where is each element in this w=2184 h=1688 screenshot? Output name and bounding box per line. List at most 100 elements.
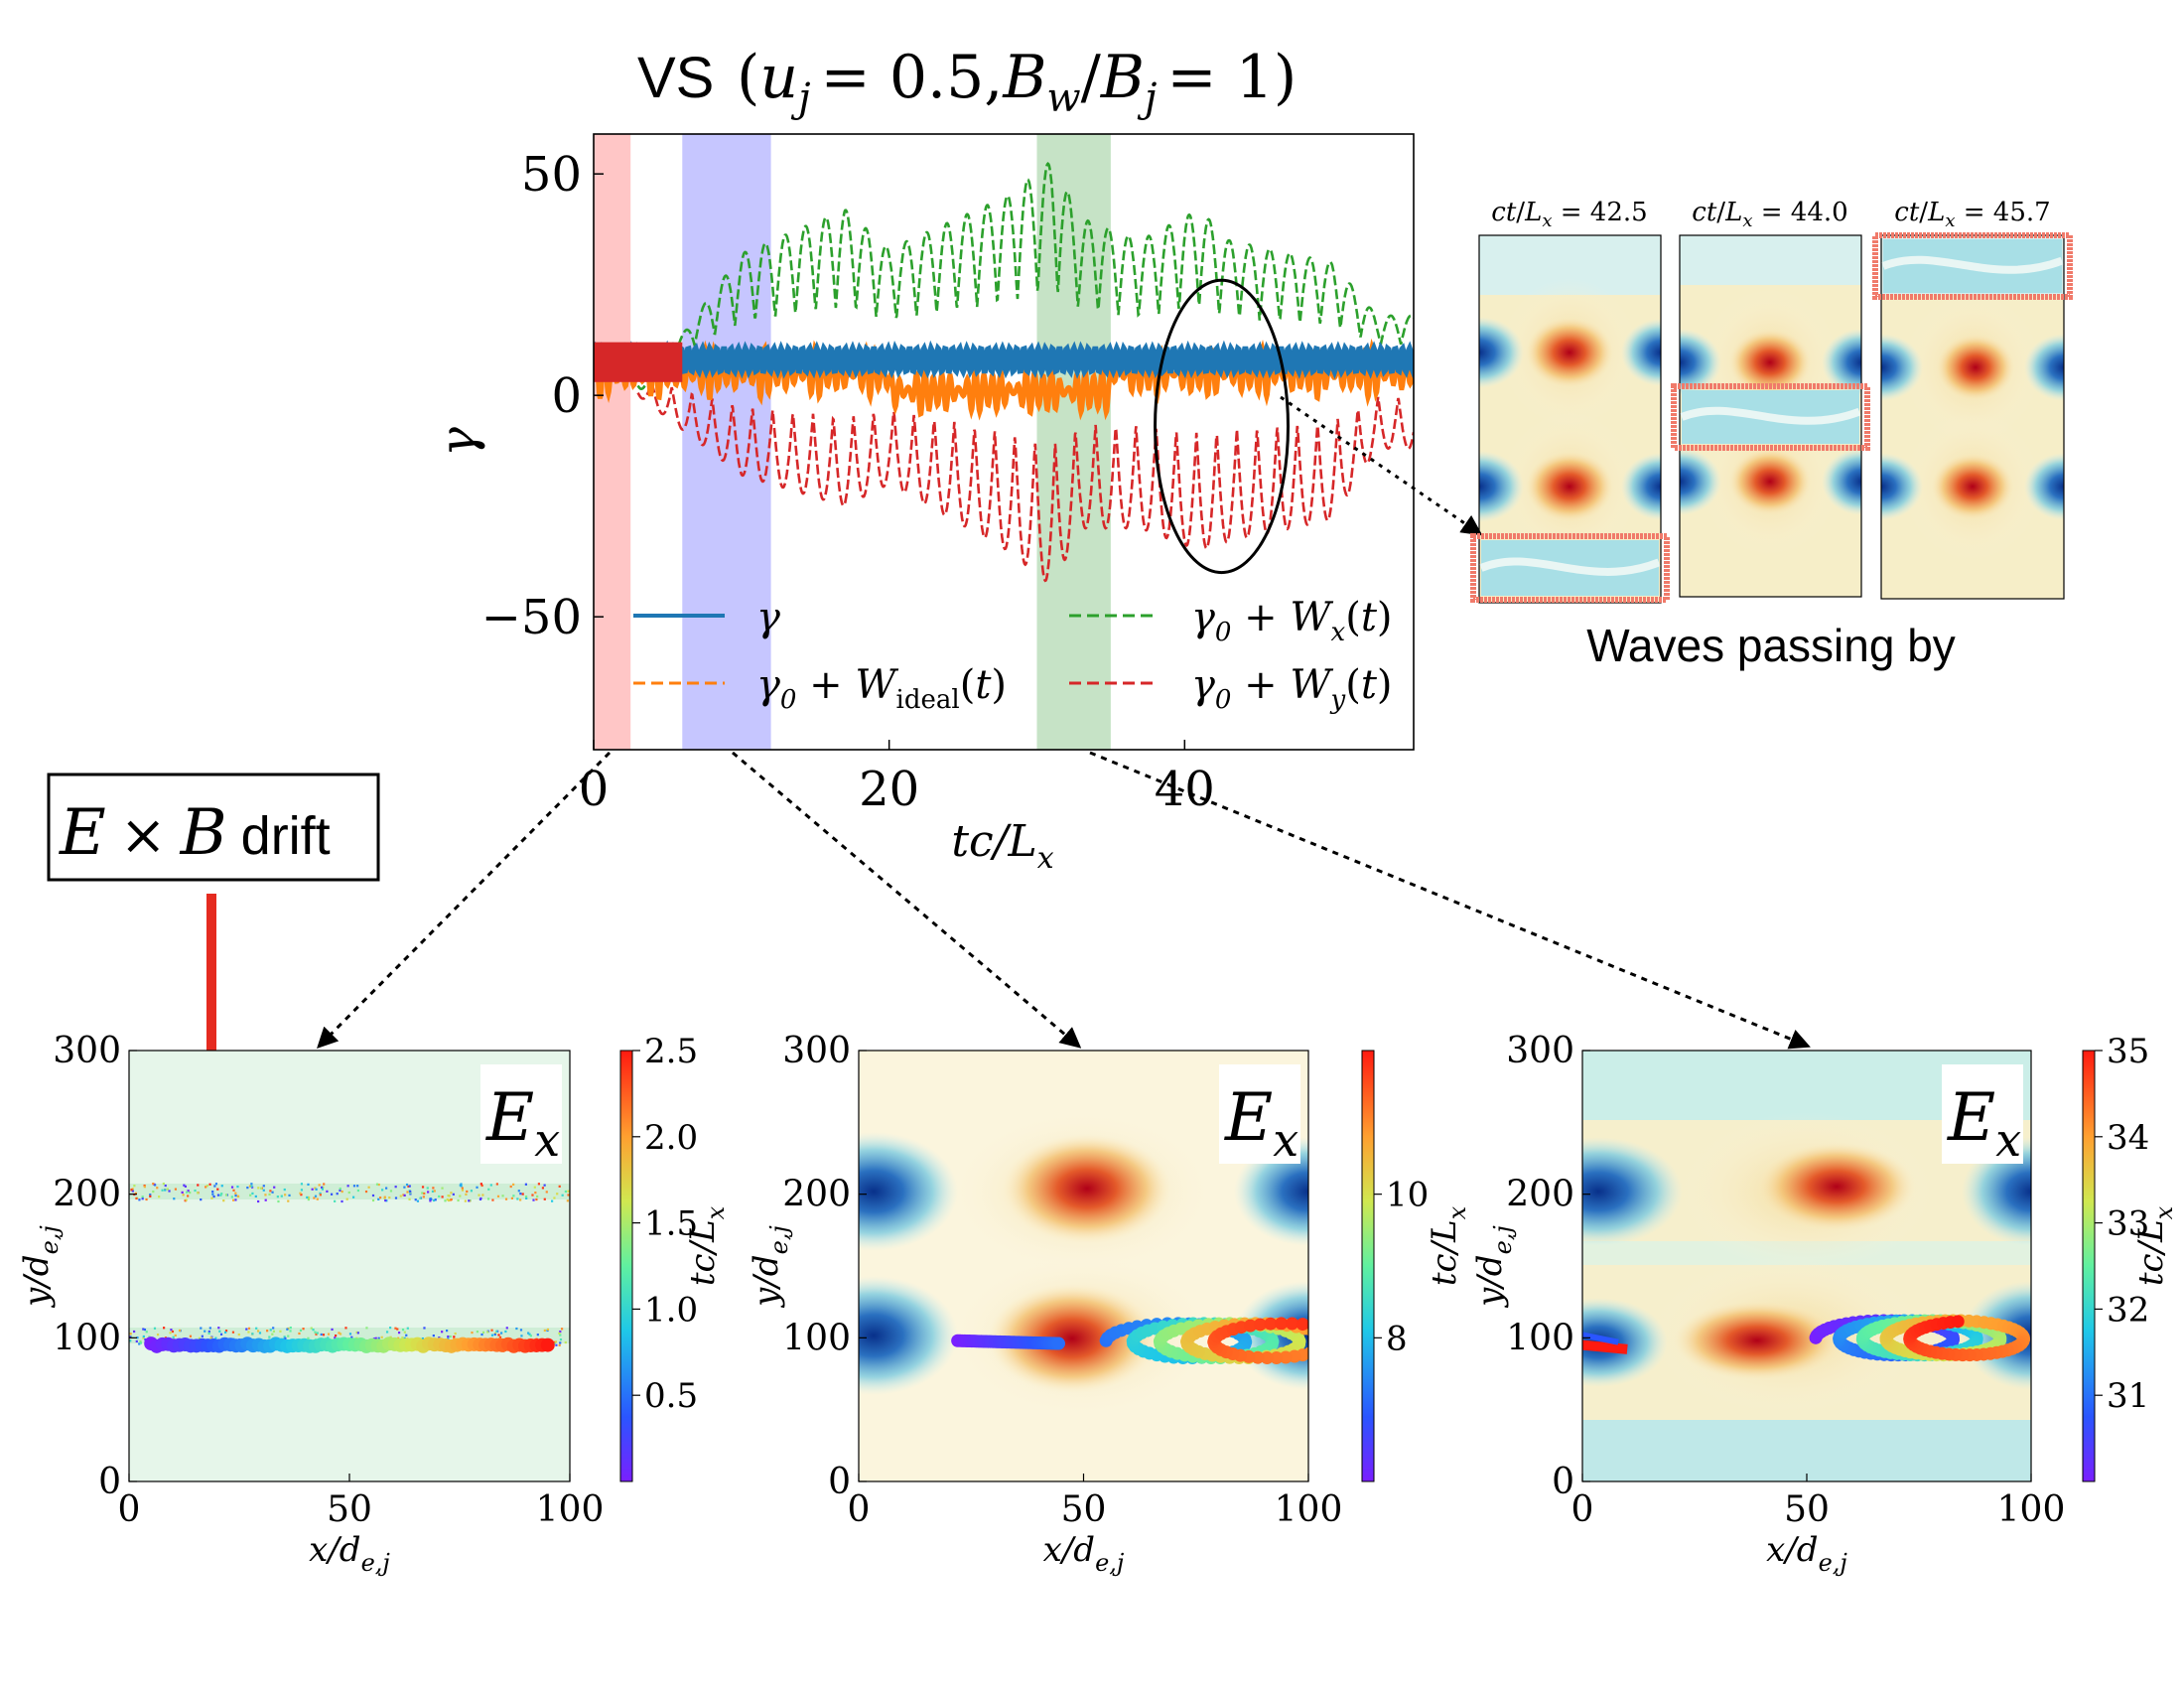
noise-speck [197,1184,200,1187]
connector-span-red [317,751,612,1049]
noise-speck [134,1192,138,1195]
panel-3-cbar-tick-label: 32 [2107,1290,2149,1330]
noise-speck [385,1331,389,1334]
trajectory-point [1296,1318,1308,1332]
noise-speck [298,1332,301,1336]
noise-speck [347,1191,350,1195]
noise-speck [200,1198,203,1201]
noise-speck [311,1188,314,1191]
noise-speck [501,1195,504,1197]
noise-speck [156,1187,159,1190]
noise-speck [307,1197,310,1201]
panel-3-ytick-label: 0 [1552,1462,1574,1502]
panel-2-xtick-label: 100 [1275,1489,1343,1530]
noise-speck [421,1192,424,1195]
noise-speck [201,1335,204,1337]
noise-speck [394,1327,397,1330]
noise-speck [447,1335,450,1338]
noise-speck [389,1190,393,1193]
noise-speck [164,1189,167,1192]
title-slash: / [1081,43,1102,112]
noise-speck [429,1199,432,1202]
noise-speck [559,1334,562,1336]
noise-speck [351,1196,355,1198]
noise-speck [558,1343,561,1346]
noise-speck [135,1339,138,1343]
figure-title: VS (uj = 0.5,Bw/Bj = 1) [637,43,1297,121]
panel-1-xtick-label: 100 [536,1489,605,1530]
noise-speck [231,1331,235,1334]
noise-speck [314,1331,317,1334]
noise-speck [205,1185,208,1188]
panel-2-xlabel: x/de,j [1043,1530,1125,1577]
noise-speck [249,1194,252,1196]
noise-speck [200,1327,203,1330]
noise-speck [566,1199,569,1202]
noise-speck [536,1334,539,1336]
noise-speck [224,1194,228,1196]
noise-speck [307,1336,310,1339]
noise-speck [416,1199,420,1202]
noise-speck [315,1188,318,1191]
panel-3-ytick-label: 100 [1506,1318,1574,1358]
noise-speck [326,1190,329,1193]
noise-speck [207,1330,210,1334]
noise-speck [560,1328,564,1331]
noise-speck [561,1194,564,1196]
noise-speck [409,1193,412,1196]
noise-speck [377,1197,380,1200]
noise-speck [388,1196,391,1199]
connector-span-green [1089,751,1811,1050]
noise-speck [459,1184,462,1187]
noise-speck [183,1184,186,1187]
noise-speck [394,1186,397,1189]
main-plot-frame [593,133,1415,751]
noise-speck [491,1198,494,1201]
noise-speck [143,1186,146,1189]
noise-speck [220,1193,223,1196]
noise-speck [149,1195,152,1197]
trajectory-point [1279,1350,1293,1364]
noise-speck [299,1192,302,1195]
exb-B: B [180,796,227,870]
noise-speck [164,1184,167,1188]
noise-speck [197,1192,200,1195]
panel-2-field-label: Ex [1224,1079,1298,1167]
noise-speck [447,1198,451,1202]
noise-speck [554,1340,558,1343]
noise-speck [461,1189,465,1192]
inset-1: ct/Lx = 42.5 [1478,198,1662,604]
trajectory-point [1243,1319,1257,1333]
noise-speck [187,1195,190,1197]
noise-speck [207,1332,210,1335]
main-series-group [594,162,1414,583]
noise-speck [289,1330,292,1333]
noise-speck [364,1190,368,1194]
noise-speck [505,1327,508,1330]
noise-speck [321,1188,324,1191]
noise-speck [490,1329,493,1332]
panel-3-xtick-label: 0 [1571,1489,1594,1530]
panel-1-colorbar [619,1050,633,1482]
noise-speck [189,1335,193,1337]
noise-speck [406,1191,409,1194]
noise-speck [260,1187,263,1190]
noise-speck [287,1335,290,1337]
trajectory-point [1260,1351,1274,1365]
noise-speck [223,1331,227,1334]
panel-3-xlabel: x/de,j [1766,1530,1847,1577]
noise-speck [135,1196,138,1200]
noise-speck [479,1196,482,1200]
noise-speck [497,1334,500,1336]
noise-speck [208,1327,211,1330]
inset-wave-streak [1881,255,2064,274]
noise-speck [553,1196,556,1199]
exb-drift-box [47,773,380,882]
noise-speck [153,1327,157,1330]
noise-speck [379,1196,382,1199]
noise-speck [256,1330,260,1333]
noise-speck [504,1197,508,1200]
noise-speck [246,1187,249,1190]
noise-speck [371,1198,375,1202]
noise-speck [534,1192,537,1195]
